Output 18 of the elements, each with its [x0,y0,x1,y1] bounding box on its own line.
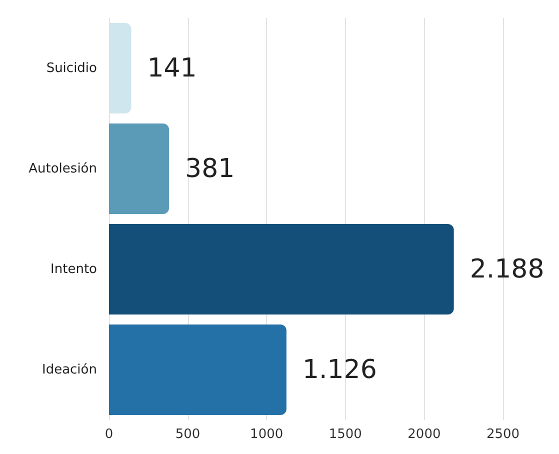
x-tick-label: 2000 [408,427,441,442]
x-tick-label: 0 [104,427,114,442]
data-label: 381 [185,154,235,184]
y-tick-label: Ideación [42,362,97,378]
bar [109,324,286,415]
y-tick-label: Autolesión [28,161,97,176]
bar [109,124,170,214]
bar [109,224,454,314]
bar [109,23,132,114]
x-tick-label: 1500 [328,427,362,442]
x-tick-label: 2500 [486,427,520,442]
x-tick-label: 1000 [250,427,284,442]
y-tick-label: Intento [50,262,98,277]
data-label: 141 [147,53,197,84]
x-tick-label: 500 [175,427,200,442]
data-label: 1.126 [302,354,377,385]
data-label: 2.188 [470,254,544,284]
y-tick-label: Suicidio [46,60,98,76]
